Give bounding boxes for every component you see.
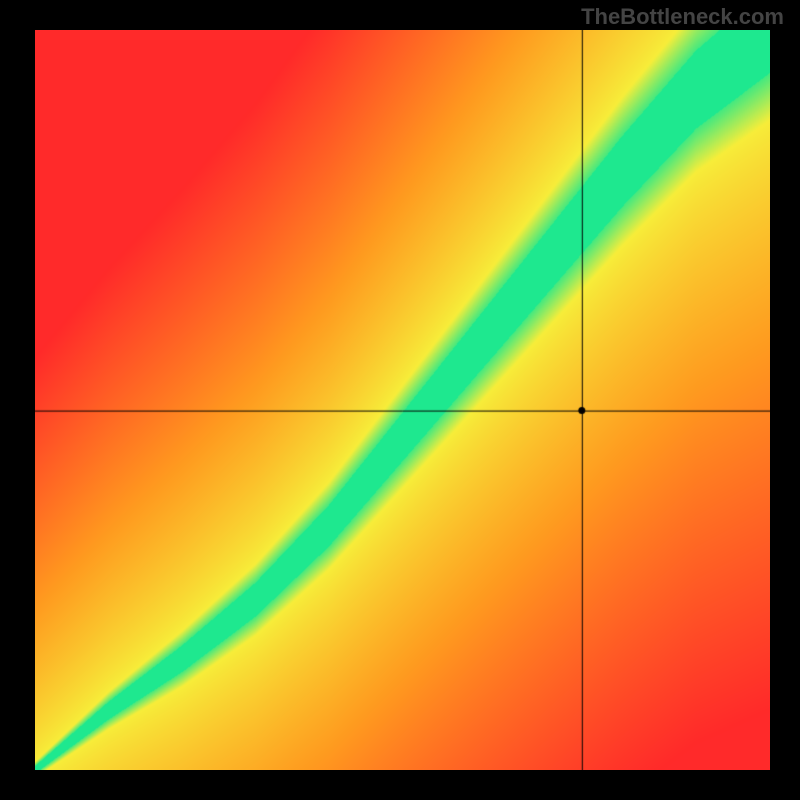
bottleneck-heatmap <box>35 30 770 770</box>
watermark-text: TheBottleneck.com <box>581 4 784 30</box>
chart-container: { "watermark": { "text": "TheBottleneck.… <box>0 0 800 800</box>
